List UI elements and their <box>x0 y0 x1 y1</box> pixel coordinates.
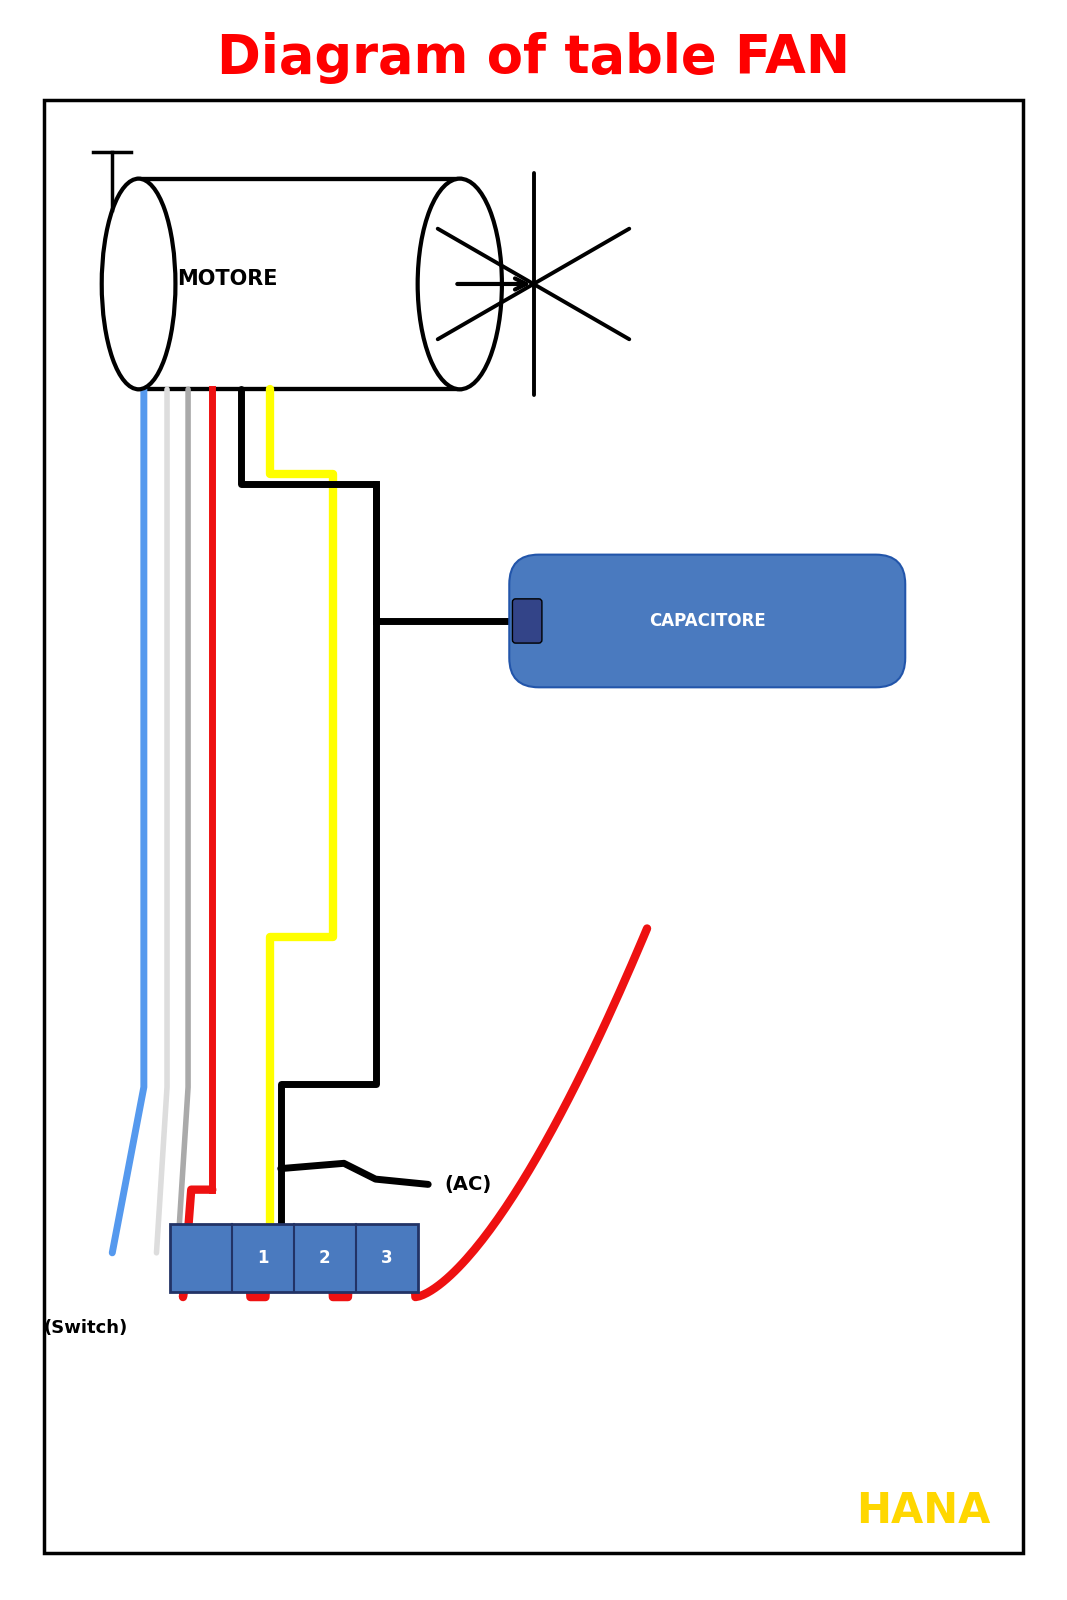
Text: Diagram of table FAN: Diagram of table FAN <box>217 32 850 83</box>
Text: HANA: HANA <box>856 1490 990 1531</box>
FancyBboxPatch shape <box>512 598 542 643</box>
Ellipse shape <box>417 179 501 389</box>
Ellipse shape <box>101 179 175 389</box>
Text: (AC): (AC) <box>444 1174 491 1194</box>
Text: (Switch): (Switch) <box>44 1318 128 1336</box>
Text: MOTORE: MOTORE <box>177 269 277 288</box>
Text: 3: 3 <box>381 1250 393 1267</box>
FancyBboxPatch shape <box>139 179 460 389</box>
FancyBboxPatch shape <box>509 555 905 688</box>
Text: CAPACITORE: CAPACITORE <box>649 611 766 630</box>
Bar <box>170 1224 417 1293</box>
Text: 2: 2 <box>319 1250 331 1267</box>
Text: 1: 1 <box>257 1250 269 1267</box>
